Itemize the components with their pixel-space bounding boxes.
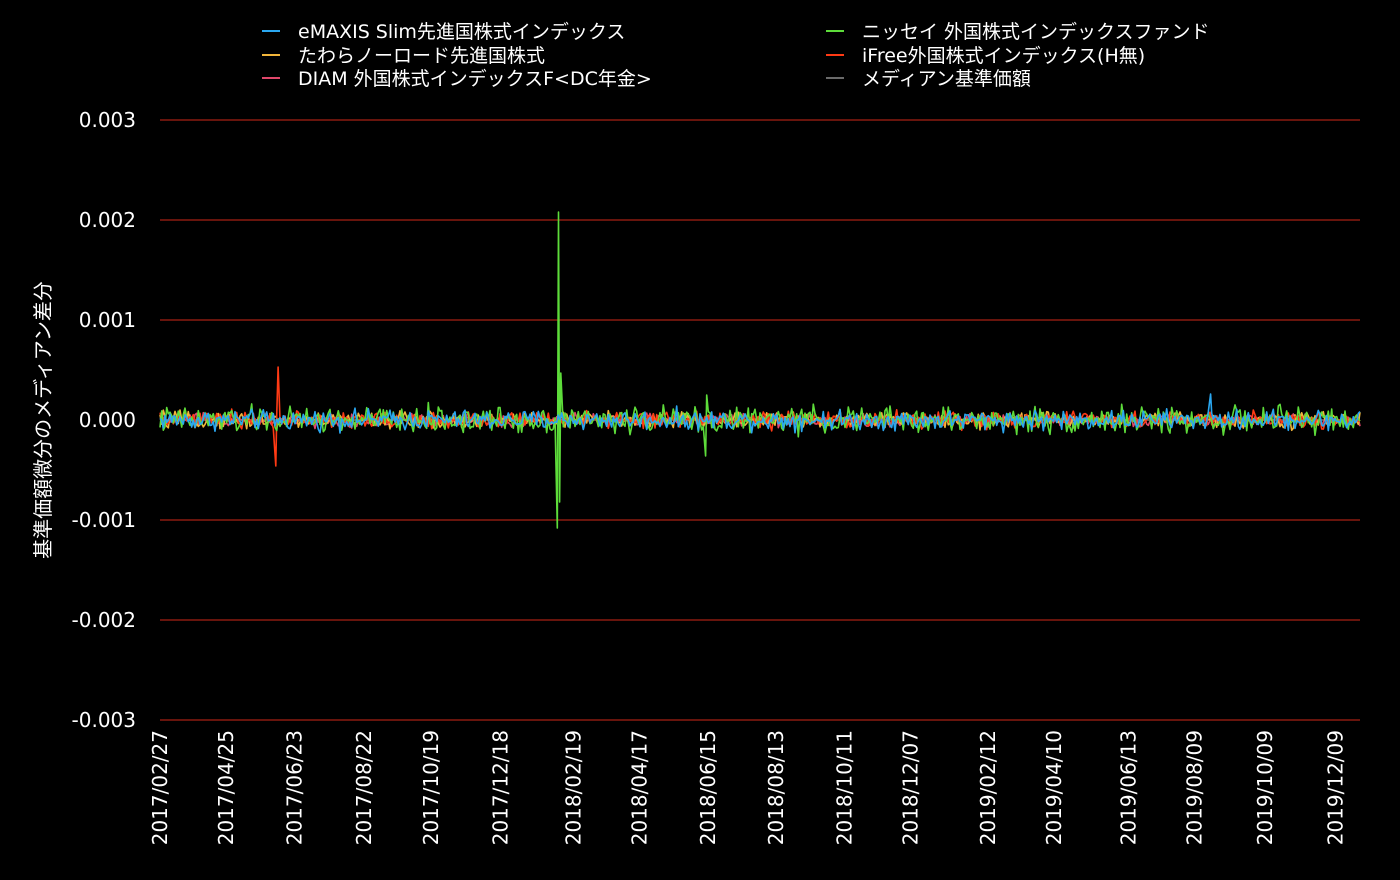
x-tick-label: 2017/08/22 bbox=[352, 730, 376, 845]
legend-item: iFree外国株式インデックス(H無) bbox=[826, 45, 1145, 67]
legend-item: eMAXIS Slim先進国株式インデックス bbox=[262, 21, 625, 43]
x-tick-label: 2019/04/10 bbox=[1042, 730, 1066, 845]
series-lines bbox=[159, 211, 1361, 529]
x-tick-label: 2019/10/09 bbox=[1253, 730, 1277, 845]
y-tick-label: 0.001 bbox=[79, 308, 136, 332]
legend-label: iFree外国株式インデックス(H無) bbox=[862, 45, 1145, 67]
x-tick-label: 2017/10/19 bbox=[419, 730, 443, 845]
legend-label: ニッセイ 外国株式インデックスファンド bbox=[862, 21, 1209, 43]
x-tick-label: 2018/10/11 bbox=[833, 730, 857, 845]
legend-item: ニッセイ 外国株式インデックスファンド bbox=[826, 21, 1209, 43]
x-tick-label: 2017/12/18 bbox=[489, 730, 513, 845]
x-tick-label: 2018/02/19 bbox=[562, 730, 586, 845]
x-tick-label: 2018/12/07 bbox=[899, 730, 923, 845]
y-axis-ticks: 0.003 0.002 0.001 0.000 -0.001 -0.002 -0.003 bbox=[72, 108, 136, 732]
x-tick-label: 2017/06/23 bbox=[282, 730, 306, 845]
x-tick-label: 2019/06/13 bbox=[1116, 730, 1140, 845]
x-tick-label: 2017/04/25 bbox=[214, 730, 238, 845]
x-tick-label: 2018/08/13 bbox=[764, 730, 788, 845]
legend: eMAXIS Slim先進国株式インデックス ニッセイ 外国株式インデックスファン… bbox=[262, 21, 1209, 90]
y-axis-label: 基準価額微分のメディアン差分 bbox=[31, 281, 55, 559]
x-tick-label: 2019/02/12 bbox=[976, 730, 1000, 845]
legend-label: eMAXIS Slim先進国株式インデックス bbox=[298, 21, 625, 43]
y-tick-label: 0.003 bbox=[79, 108, 136, 132]
y-tick-label: -0.002 bbox=[72, 608, 136, 632]
x-tick-label: 2017/02/27 bbox=[148, 730, 172, 845]
legend-item: たわらノーロード先進国株式 bbox=[262, 45, 545, 67]
legend-item: メディアン基準価額 bbox=[826, 68, 1031, 90]
legend-label: たわらノーロード先進国株式 bbox=[298, 45, 545, 67]
legend-label: メディアン基準価額 bbox=[862, 68, 1031, 90]
y-tick-label: 0.002 bbox=[79, 208, 136, 232]
x-tick-label: 2019/12/09 bbox=[1324, 730, 1348, 845]
y-tick-label: -0.001 bbox=[72, 508, 136, 532]
legend-item: DIAM 外国株式インデックスF<DC年金> bbox=[262, 68, 652, 90]
legend-label: DIAM 外国株式インデックスF<DC年金> bbox=[298, 68, 652, 90]
y-tick-label: 0.000 bbox=[79, 408, 136, 432]
series-line bbox=[159, 393, 1361, 434]
y-tick-label: -0.003 bbox=[72, 708, 136, 732]
x-tick-label: 2018/06/15 bbox=[696, 730, 720, 845]
x-tick-label: 2019/08/09 bbox=[1182, 730, 1206, 845]
x-tick-label: 2018/04/17 bbox=[628, 730, 652, 845]
x-axis-ticks: 2017/02/27 2017/04/25 2017/06/23 2017/08/22… bbox=[148, 730, 1348, 845]
